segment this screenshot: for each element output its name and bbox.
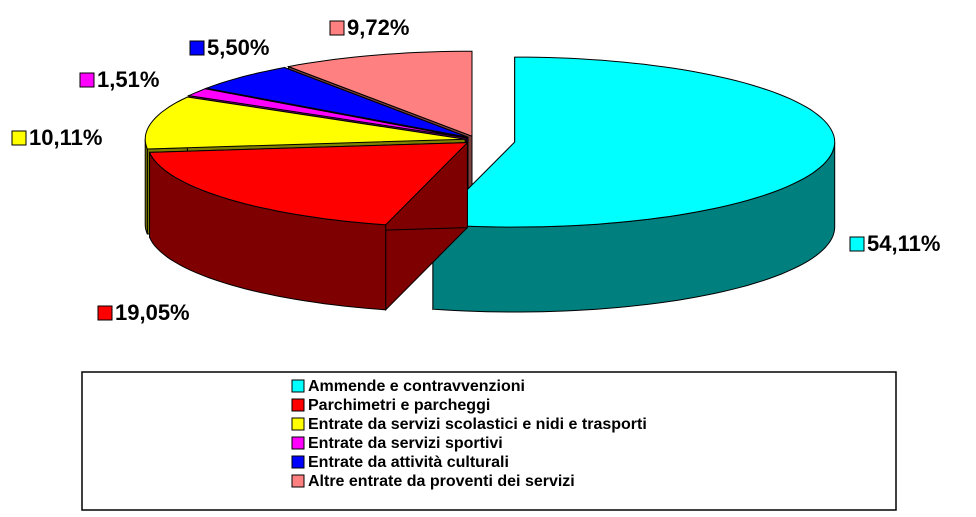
slice	[431, 56, 836, 228]
legend-swatch	[291, 379, 305, 393]
legend-label: Entrate da attività culturali	[308, 454, 509, 471]
label-swatch	[97, 305, 113, 321]
data-label: 9,72%	[347, 15, 409, 40]
legend-box	[81, 371, 897, 511]
label-swatch	[329, 20, 345, 36]
slice	[187, 88, 467, 139]
data-label: 19,05%	[115, 300, 190, 325]
slice-wall	[144, 139, 148, 235]
legend-label: Ammende e contravvenzioni	[308, 378, 525, 395]
legend-swatch	[291, 474, 305, 488]
label-swatch	[79, 72, 95, 88]
slice	[144, 96, 466, 150]
legend-label: Parchimetri e parcheggi	[308, 397, 490, 414]
legend-swatch	[291, 436, 305, 450]
data-label: 5,50%	[207, 35, 269, 60]
legend-label: Entrate da servizi scolastici e nidi e t…	[308, 416, 647, 433]
legend-swatch	[291, 417, 305, 431]
slice	[148, 142, 469, 226]
data-label: 10,11%	[29, 125, 102, 150]
slice	[204, 66, 469, 138]
legend-label: Entrate da servizi sportivi	[308, 435, 503, 452]
label-swatch	[849, 236, 865, 252]
data-label: 1,51%	[97, 67, 159, 92]
data-label: 54,11%	[867, 231, 940, 256]
label-swatch	[11, 130, 27, 146]
legend-swatch	[291, 455, 305, 469]
slice	[286, 50, 473, 137]
legend-label: Altre entrate da proventi dei servizi	[308, 473, 575, 490]
legend-swatch	[291, 398, 305, 412]
label-swatch	[189, 40, 205, 56]
